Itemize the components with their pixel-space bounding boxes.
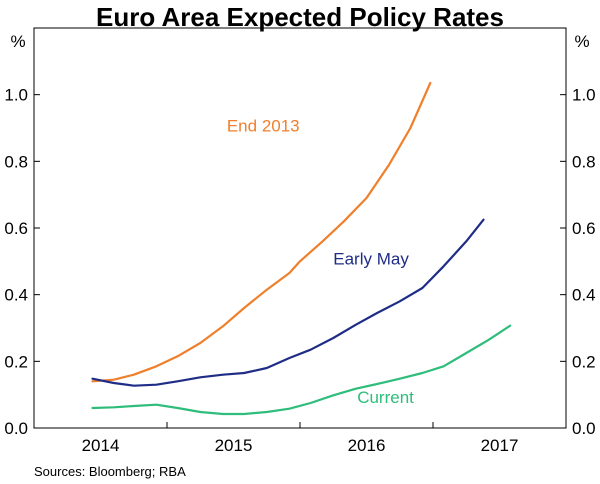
- series-line: [91, 324, 512, 416]
- x-tick-label: 2017: [481, 436, 519, 455]
- right-unit-label: %: [574, 32, 589, 51]
- x-tick-label: 2015: [215, 436, 253, 455]
- series-layer: End 2013 Early May Current: [91, 81, 512, 416]
- left-unit-label: %: [10, 32, 25, 51]
- x-tick-label: 2016: [348, 436, 386, 455]
- y-tick-label-right: 1.0: [572, 86, 596, 105]
- series-label: Current: [357, 388, 414, 407]
- chart-title: Euro Area Expected Policy Rates: [96, 2, 504, 32]
- y-tick-label-right: 0.4: [572, 286, 596, 305]
- series-label: End 2013: [227, 116, 300, 135]
- y-tick-label-right: 0.8: [572, 152, 596, 171]
- y-tick-label-right: 0.6: [572, 219, 596, 238]
- line-chart: % % 0.0 0.2 0.4 0.6 0.8 1.0 0.0 0.2 0.4 0.6 0.8 1.…: [4, 27, 596, 455]
- y-tick-label-left: 0.2: [4, 352, 28, 371]
- y-tick-label-left: 1.0: [4, 86, 28, 105]
- y-axis-right: 0.0 0.2 0.4 0.6 0.8 1.0: [560, 86, 596, 438]
- y-tick-label-right: 0.2: [572, 352, 596, 371]
- y-tick-label-left: 0.4: [4, 286, 28, 305]
- source-note: Sources: Bloomberg; RBA: [34, 464, 186, 479]
- series-line: [91, 218, 485, 387]
- plot-frame: [33, 27, 567, 429]
- y-tick-label-right: 0.0: [572, 419, 596, 438]
- y-axis-left: 0.0 0.2 0.4 0.6 0.8 1.0: [4, 86, 40, 438]
- y-tick-label-left: 0.8: [4, 152, 28, 171]
- series-line: [91, 81, 432, 383]
- y-tick-label-left: 0.0: [4, 419, 28, 438]
- x-axis: 2014 2015 2016 2017: [82, 422, 519, 455]
- x-tick-label: 2014: [82, 436, 120, 455]
- series-label: Early May: [333, 250, 409, 269]
- y-tick-label-left: 0.6: [4, 219, 28, 238]
